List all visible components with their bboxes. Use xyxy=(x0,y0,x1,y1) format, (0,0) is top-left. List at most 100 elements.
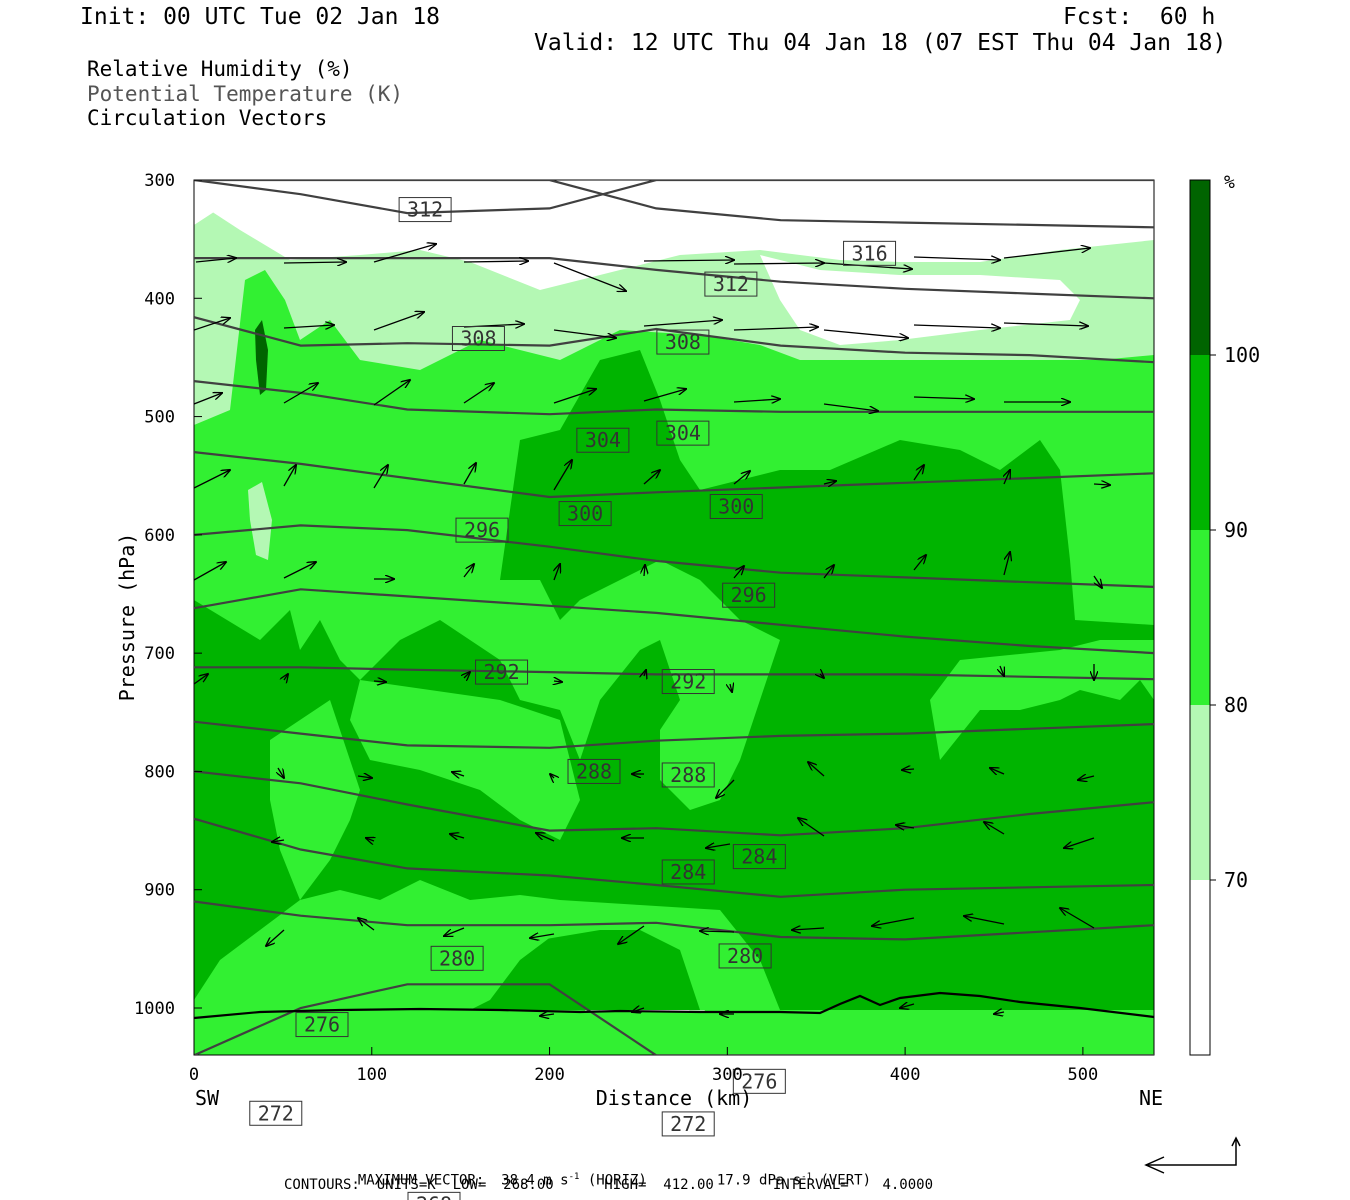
vector-arrow xyxy=(1003,552,1010,576)
vector-arrow xyxy=(283,262,346,263)
vector-arrow xyxy=(540,1014,555,1016)
vector-arrow xyxy=(373,380,410,406)
rh-band-80-hole-left xyxy=(248,482,272,560)
max-vector-vert: 17.9 dPa s xyxy=(716,1172,802,1189)
vector-arrow xyxy=(452,772,465,776)
vector-arrow xyxy=(820,674,824,678)
vector-arrow xyxy=(283,465,296,487)
colorbar-level: 70 xyxy=(1224,868,1248,892)
theta-label: 304 xyxy=(585,428,621,452)
theta-label-box xyxy=(722,582,776,608)
vector-arrow xyxy=(1060,908,1095,929)
theta-contour-line xyxy=(194,380,1154,416)
axes: 0 100 200 300 400 500 300 400 500 600 700 800 900 100… xyxy=(134,171,1098,1085)
theta-contour-line xyxy=(194,257,1154,300)
vector-arrow xyxy=(450,834,465,838)
colorbar-segment xyxy=(1190,355,1210,530)
vector-arrow xyxy=(553,262,626,291)
vector-arrow xyxy=(896,825,915,828)
footer-max-vector: MAXIMUM VECTOR: 38.4 m s-1 (HORIZ) 17.9 d… xyxy=(341,1159,871,1188)
vector-arrow xyxy=(278,767,284,778)
colorbar-segment xyxy=(1190,530,1210,705)
theta-contour-line xyxy=(194,666,1154,681)
vector-arrow xyxy=(823,403,878,411)
vector-arrow xyxy=(373,244,436,263)
vector-arrow xyxy=(730,684,732,692)
x-tick-label: 400 xyxy=(890,1065,921,1085)
x-tick-label: 200 xyxy=(534,1065,565,1085)
theta-contour-line xyxy=(194,817,1154,898)
vector-arrow xyxy=(823,329,908,338)
theta-label: 280 xyxy=(439,946,475,970)
vector-arrow xyxy=(373,312,424,331)
terrain-line xyxy=(193,991,1155,1020)
vector-arrow xyxy=(733,399,780,402)
theta-label-box xyxy=(661,859,715,885)
colorbar-segment xyxy=(1190,705,1210,880)
valid-time: Valid: 12 UTC Thu 04 Jan 18 (07 EST Thu … xyxy=(534,30,1227,56)
theta-label: 288 xyxy=(670,763,706,787)
vector-arrow xyxy=(733,263,824,264)
theta-label: 308 xyxy=(460,327,496,351)
max-vector-horiz: MAXIMUM VECTOR: 38.4 m s xyxy=(357,1172,569,1189)
theta-label-box xyxy=(475,659,529,685)
vector-arrow xyxy=(808,762,825,777)
x-tick-label: 500 xyxy=(1068,1065,1099,1085)
vector-arrow xyxy=(194,470,230,489)
vector-arrow xyxy=(272,840,285,842)
theta-label: 296 xyxy=(731,583,767,607)
max-vector-horiz-exp: -1 xyxy=(568,1172,580,1182)
colorbar-segment xyxy=(1190,180,1210,355)
init-time: Init: 00 UTC Tue 02 Jan 18 xyxy=(80,4,441,30)
rh-band-70-clear-upper-right xyxy=(760,255,1080,345)
theta-label: 300 xyxy=(567,502,603,526)
theta-label-box xyxy=(656,420,710,446)
vector-arrow xyxy=(463,261,528,262)
x-tick-label: 300 xyxy=(712,1065,743,1085)
vector-arrow xyxy=(618,925,645,944)
theta-contour-line xyxy=(194,588,1154,655)
theta-label-box xyxy=(843,240,897,266)
theta-label-box xyxy=(661,762,715,788)
vector-arrow xyxy=(984,822,1005,835)
rh-band-90-hole-center xyxy=(350,680,580,840)
rh-shading xyxy=(194,180,1154,1055)
vector-arrow xyxy=(900,1004,915,1008)
vector-arrow xyxy=(644,670,646,676)
vector-arrow xyxy=(902,769,915,770)
theta-contours xyxy=(194,180,1154,1055)
vector-arrow xyxy=(194,393,222,405)
vector-arrow xyxy=(553,389,596,404)
rh-band-70-clear-top xyxy=(194,180,1154,290)
vector-arrow xyxy=(733,566,744,579)
vector-arrow xyxy=(553,329,616,338)
x-axis-title: Distance (km) xyxy=(596,1086,753,1110)
vector-arrow xyxy=(536,833,555,842)
vector-arrow xyxy=(1004,470,1010,485)
vector-arrow xyxy=(284,674,288,680)
vector-arrow xyxy=(283,562,316,579)
vector-arrow xyxy=(1064,837,1095,848)
vector-arrow xyxy=(1078,776,1095,780)
theta-label: 316 xyxy=(851,241,887,265)
y-tick-label: 400 xyxy=(144,289,175,309)
vector-arrow xyxy=(373,681,386,682)
colorbar: % 100 90 80 70 xyxy=(1189,172,1260,1056)
theta-contour-line xyxy=(194,451,1154,499)
theta-label-box xyxy=(451,326,505,352)
colorbar-level: 90 xyxy=(1224,518,1248,542)
vector-arrow xyxy=(913,257,1000,260)
vector-arrow xyxy=(632,1008,645,1012)
vector-arrow xyxy=(1003,323,1088,326)
vector-arrow xyxy=(358,918,375,931)
vector-arrow xyxy=(792,928,825,930)
vector-arrow xyxy=(872,917,915,926)
vector-arrow xyxy=(464,672,470,678)
vector-arrow xyxy=(373,465,388,489)
theta-label: 292 xyxy=(670,670,706,694)
forecast-hour: Fcst: 60 h xyxy=(1063,4,1216,30)
vector-arrow xyxy=(700,931,735,932)
theta-label: 308 xyxy=(665,330,701,354)
vector-arrow xyxy=(530,934,555,938)
